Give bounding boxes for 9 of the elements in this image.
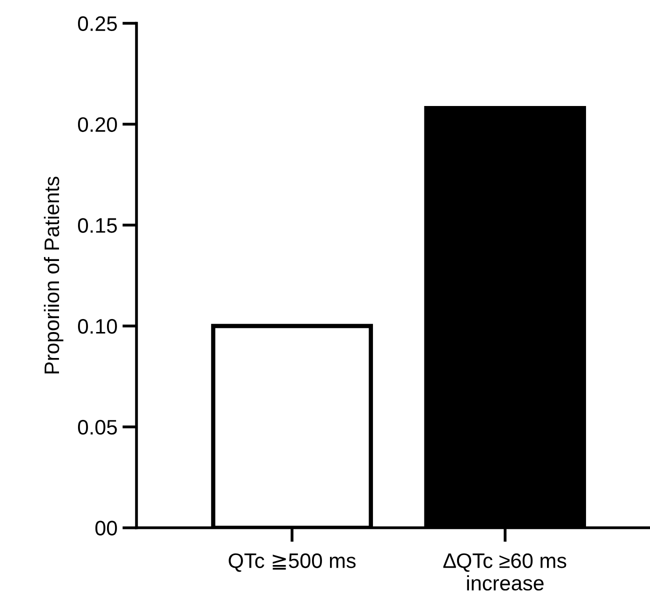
y-axis-title: Proporiion of Patients — [44, 176, 64, 374]
y-tick-label: 0.25 — [78, 16, 117, 32]
y-tick-label: 00 — [95, 520, 117, 536]
x-tick-label: ∆QTc ≥60 ms increase — [443, 553, 566, 591]
y-tick-label: 0.10 — [78, 318, 117, 334]
x-tick-label: QTc ≧500 ms — [228, 553, 356, 572]
y-tick-label: 0.15 — [78, 218, 117, 233]
y-tick-label: 0.05 — [78, 420, 117, 435]
y-tick-label: 0.20 — [78, 117, 117, 132]
